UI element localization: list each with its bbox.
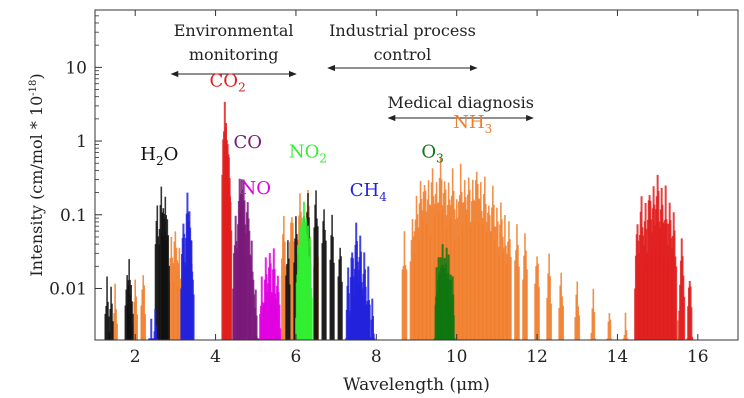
x-axis-label: Wavelength (μm) <box>343 375 490 395</box>
y-tick-label: 1 <box>76 132 87 152</box>
series-7-bars <box>433 244 456 340</box>
series-3-bars <box>232 178 260 340</box>
x-tick-label: 2 <box>130 347 141 367</box>
plot-area <box>104 101 694 340</box>
application-label-line2: control <box>374 45 432 64</box>
application-label: Industrial process <box>329 21 476 40</box>
y-axis-label-exponent: -18 <box>28 80 39 96</box>
series-label: CO2 <box>210 70 246 94</box>
x-tick-label: 10 <box>446 347 468 367</box>
y-axis-label-main: Intensity (cm/mol * 10 <box>27 96 46 277</box>
x-tick-label: 8 <box>371 347 382 367</box>
series-6-bars <box>148 192 376 340</box>
axis-ticks: 2 4 6 8 10 12 14 16 10 1 0.1 0.01 <box>49 9 709 367</box>
x-tick-label: 6 <box>291 347 302 367</box>
y-tick-label: 10 <box>65 58 87 78</box>
plot-frame <box>94 9 739 341</box>
series-label: CH4 <box>350 180 387 204</box>
series-label: NO2 <box>289 141 327 165</box>
x-tick-label: 16 <box>687 347 709 367</box>
series-label: NO <box>240 178 271 199</box>
series-label: H2O <box>140 144 178 168</box>
series-label: CO <box>233 132 262 153</box>
series-0-bars <box>112 157 681 340</box>
x-tick-label: 14 <box>607 347 629 367</box>
application-label-line2: monitoring <box>189 45 279 64</box>
y-tick-label: 0.1 <box>60 206 87 226</box>
y-axis-label: Intensity (cm/mol * 10-18) <box>27 73 46 276</box>
y-axis-label-close: ) <box>27 73 46 79</box>
application-label: Medical diagnosis <box>387 93 534 112</box>
series-2-bars <box>258 248 282 340</box>
application-ranges: Environmental monitoring Industrial proces… <box>170 21 534 122</box>
series-5-bars <box>295 201 313 340</box>
series-4-bars <box>221 101 694 340</box>
series-label: NH3 <box>453 112 492 136</box>
y-tick-label: 0.01 <box>49 279 87 299</box>
application-label: Environmental <box>174 21 294 40</box>
x-tick-label: 4 <box>210 347 221 367</box>
series-label: O3 <box>421 141 443 165</box>
series-labels: NH3 H2O NO CO CO2 NO2 CH4 O3 <box>140 70 492 203</box>
x-tick-label: 12 <box>526 347 548 367</box>
